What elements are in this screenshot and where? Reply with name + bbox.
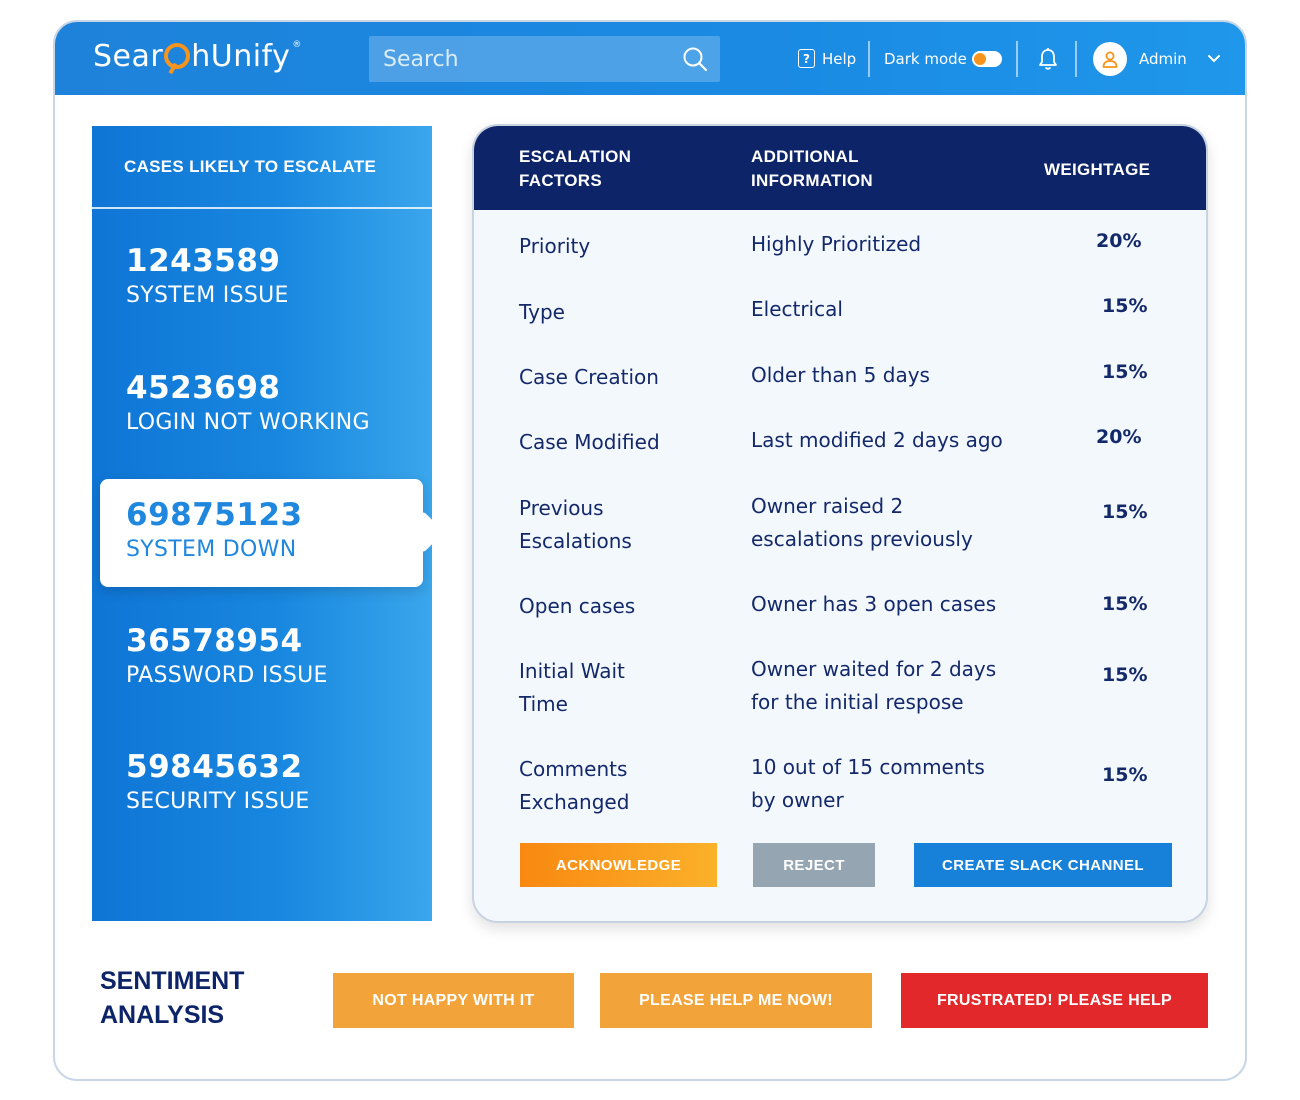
user-menu[interactable]: Admin bbox=[1093, 22, 1221, 95]
weightage-value: 15% bbox=[1102, 764, 1148, 786]
weightage-value: 15% bbox=[1102, 664, 1148, 686]
dark-mode-toggle[interactable] bbox=[971, 50, 1002, 67]
cases-panel: CASES LIKELY TO ESCALATE 1243589 SYSTEM … bbox=[92, 126, 432, 921]
additional-info: Owner has 3 open cases bbox=[751, 592, 997, 616]
escalation-factor: Comments bbox=[519, 757, 628, 781]
escalation-factor: Previous bbox=[519, 496, 604, 520]
case-item[interactable]: 59845632 SECURITY ISSUE bbox=[126, 749, 310, 814]
help-link[interactable]: ? Help bbox=[798, 22, 856, 95]
escalation-factor: Initial Wait bbox=[519, 659, 625, 683]
additional-info-cont: by owner bbox=[751, 788, 844, 812]
weightage-value: 20% bbox=[1096, 230, 1142, 252]
case-item[interactable]: 1243589 SYSTEM ISSUE bbox=[126, 243, 289, 308]
escalation-factor: Case Creation bbox=[519, 365, 659, 389]
reject-button[interactable]: REJECT bbox=[753, 843, 875, 887]
sentiment-chip: FRUSTRATED! PLEASE HELP bbox=[901, 973, 1208, 1028]
help-icon: ? bbox=[798, 49, 815, 68]
create-slack-channel-button[interactable]: CREATE SLACK CHANNEL bbox=[914, 843, 1172, 887]
sentiment-chip: PLEASE HELP ME NOW! bbox=[600, 973, 872, 1028]
additional-info: 10 out of 15 comments bbox=[751, 755, 985, 779]
dark-mode-label: Dark mode bbox=[884, 49, 967, 68]
header-factors-line1: ESCALATION bbox=[519, 147, 632, 166]
logo-text-start: Sear bbox=[93, 38, 164, 74]
searchunify-logo[interactable]: Sear hUnify ® bbox=[93, 34, 302, 78]
case-title: SYSTEM DOWN bbox=[126, 537, 297, 562]
case-title: SECURITY ISSUE bbox=[126, 789, 310, 814]
bell-icon bbox=[1039, 47, 1057, 70]
additional-info-cont: escalations previously bbox=[751, 527, 973, 551]
logo-trademark: ® bbox=[292, 40, 302, 50]
search-bar bbox=[369, 36, 720, 82]
avatar bbox=[1093, 41, 1127, 76]
escalation-factor: Open cases bbox=[519, 594, 636, 618]
user-name: Admin bbox=[1139, 49, 1187, 68]
weightage-value: 15% bbox=[1102, 361, 1148, 383]
user-icon bbox=[1102, 51, 1118, 68]
additional-info-cont: for the initial respose bbox=[751, 690, 964, 714]
logo-magnifier-icon bbox=[164, 43, 191, 69]
chevron-down-icon[interactable] bbox=[1207, 54, 1221, 63]
escalation-table-header: ESCALATION FACTORS ADDITIONAL INFORMATIO… bbox=[474, 126, 1206, 210]
header-info-line1: ADDITIONAL bbox=[751, 147, 859, 166]
app-window: Sear hUnify ® ? Help Dark mode bbox=[53, 20, 1247, 1081]
case-title: SYSTEM ISSUE bbox=[126, 283, 289, 308]
sentiment-heading-line2: ANALYSIS bbox=[100, 1001, 225, 1029]
case-number: 69875123 bbox=[126, 497, 303, 533]
case-title: LOGIN NOT WORKING bbox=[126, 410, 370, 435]
search-input[interactable] bbox=[369, 36, 720, 82]
case-item[interactable]: 4523698 LOGIN NOT WORKING bbox=[126, 370, 370, 435]
additional-info: Electrical bbox=[751, 297, 843, 321]
case-item[interactable]: 36578954 PASSWORD ISSUE bbox=[126, 623, 328, 688]
additional-info: Last modified 2 days ago bbox=[751, 428, 1003, 452]
header-weightage: WEIGHTAGE bbox=[1044, 160, 1151, 179]
help-label: Help bbox=[822, 49, 857, 68]
escalation-factor-cont: Time bbox=[519, 692, 568, 716]
cases-panel-heading: CASES LIKELY TO ESCALATE bbox=[92, 126, 432, 209]
escalation-factor-cont: Exchanged bbox=[519, 790, 630, 814]
escalation-details-panel: ESCALATION FACTORS ADDITIONAL INFORMATIO… bbox=[472, 124, 1208, 923]
navbar-divider bbox=[1016, 41, 1018, 77]
weightage-value: 15% bbox=[1102, 593, 1148, 615]
additional-info: Owner raised 2 bbox=[751, 494, 904, 518]
case-number: 4523698 bbox=[126, 370, 281, 406]
escalation-factor-cont: Escalations bbox=[519, 529, 632, 553]
case-number: 36578954 bbox=[126, 623, 303, 659]
case-item-selected[interactable]: 69875123 SYSTEM DOWN bbox=[100, 479, 423, 587]
sentiment-chip: NOT HAPPY WITH IT bbox=[333, 973, 574, 1028]
escalation-factor: Case Modified bbox=[519, 430, 660, 454]
logo-text-end: hUnify bbox=[191, 38, 291, 74]
escalation-factor: Priority bbox=[519, 234, 591, 258]
weightage-value: 15% bbox=[1102, 501, 1148, 523]
dark-mode-control: Dark mode bbox=[884, 22, 1002, 95]
acknowledge-button[interactable]: ACKNOWLEDGE bbox=[520, 843, 717, 887]
navbar-divider bbox=[1075, 41, 1077, 77]
case-title: PASSWORD ISSUE bbox=[126, 663, 328, 688]
top-navbar: Sear hUnify ® ? Help Dark mode bbox=[55, 22, 1245, 95]
escalation-factor: Type bbox=[519, 300, 565, 324]
header-info-line2: INFORMATION bbox=[751, 171, 873, 190]
sentiment-heading-line1: SENTIMENT bbox=[100, 967, 245, 995]
search-icon[interactable] bbox=[682, 46, 708, 72]
case-number: 1243589 bbox=[126, 243, 281, 279]
additional-info: Owner waited for 2 days bbox=[751, 657, 997, 681]
notifications-button[interactable] bbox=[1037, 22, 1059, 95]
case-number: 59845632 bbox=[126, 749, 303, 785]
additional-info: Highly Prioritized bbox=[751, 232, 922, 256]
weightage-value: 15% bbox=[1102, 295, 1148, 317]
weightage-value: 20% bbox=[1096, 426, 1142, 448]
sentiment-analysis-heading: SENTIMENT ANALYSIS bbox=[100, 964, 244, 1032]
additional-info: Older than 5 days bbox=[751, 363, 930, 387]
navbar-divider bbox=[868, 41, 870, 77]
header-factors-line2: FACTORS bbox=[519, 171, 603, 190]
